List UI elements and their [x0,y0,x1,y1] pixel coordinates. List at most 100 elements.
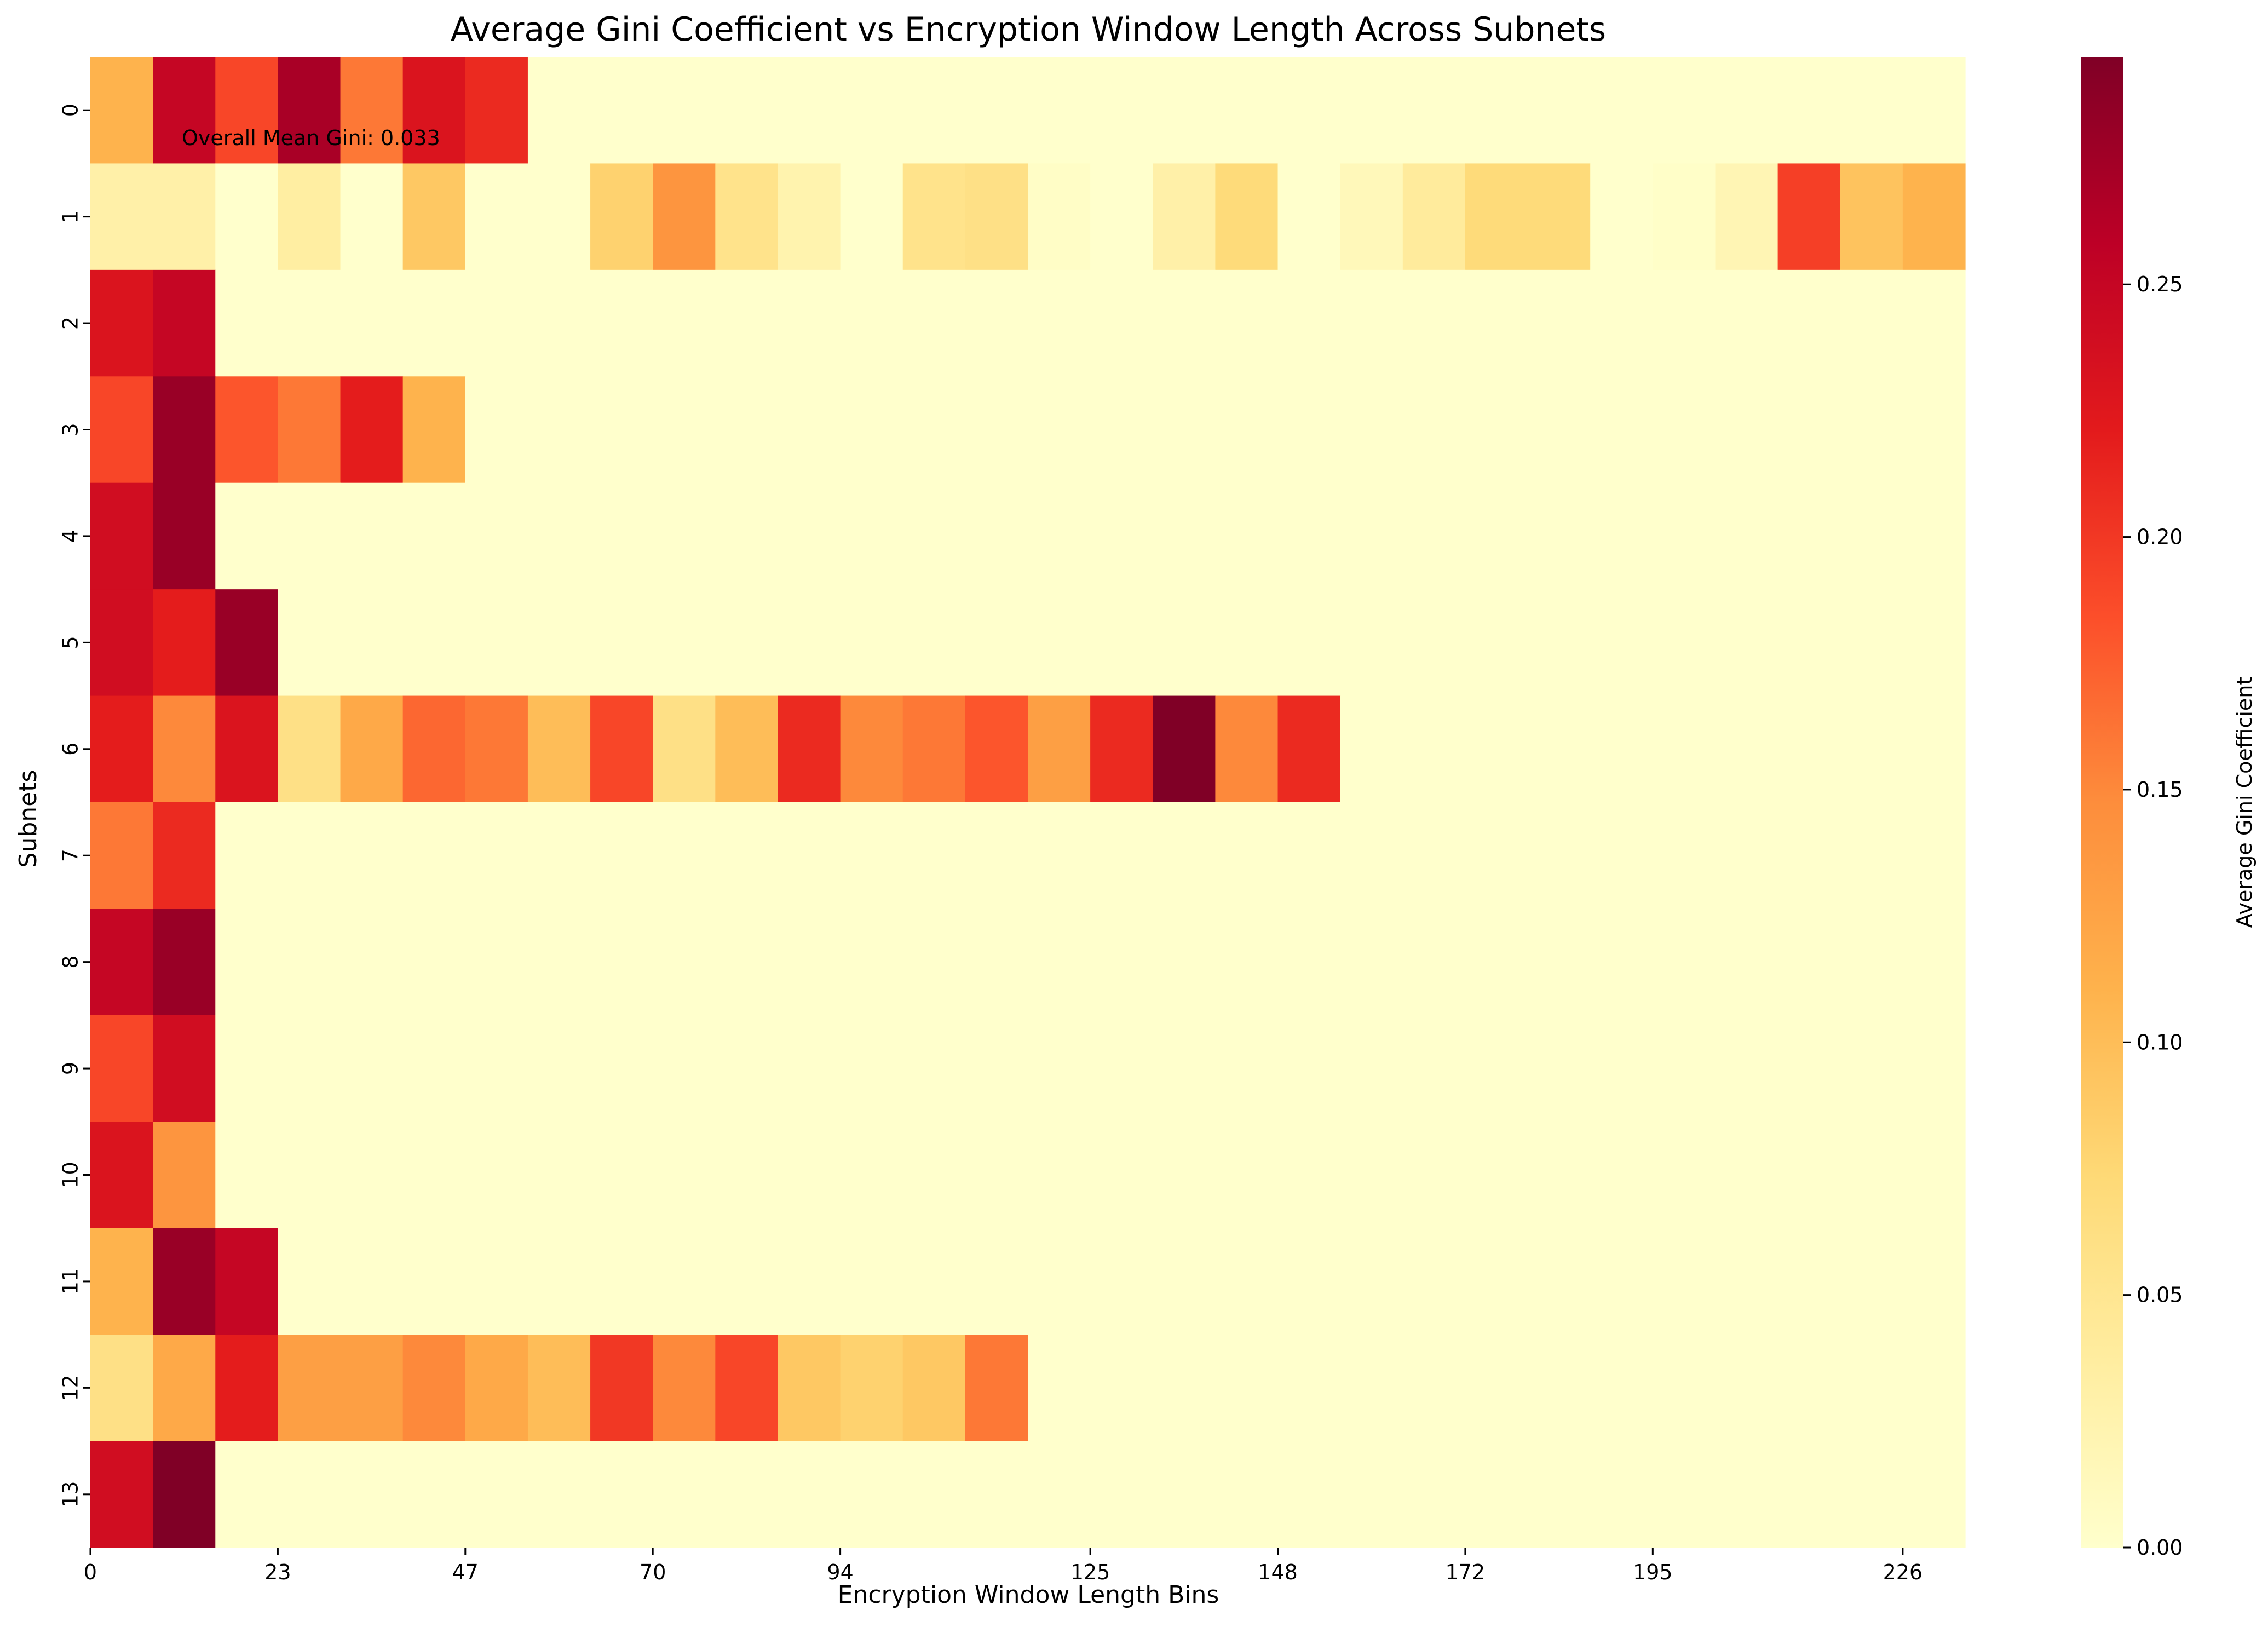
heatmap-cell [840,909,903,1016]
heatmap-cell [1902,1335,1966,1442]
heatmap-cell [1840,695,1903,803]
heatmap-cell [1715,695,1778,803]
x-axis: 0 23 47 70 94 125 148 172 195 226 [84,1548,1922,1584]
heatmap-cell [1653,1122,1716,1229]
heatmap-cell [215,695,278,803]
heatmap-cell [402,1228,466,1335]
x-tick-label: 226 [1883,1560,1923,1584]
x-tick-label: 23 [264,1560,291,1584]
heatmap-cell [90,269,153,377]
heatmap-cell [1715,482,1778,590]
heatmap-cell [902,1015,966,1122]
mean-annotation: Overall Mean Gini: 0.033 [182,126,440,150]
heatmap-cell [1840,376,1903,484]
heatmap-cell [1277,1335,1341,1442]
heatmap-cell [1840,1122,1903,1229]
heatmap-cell [840,695,903,803]
heatmap-cell [278,482,341,590]
heatmap-cell [840,163,903,271]
heatmap-cell [1653,269,1716,377]
heatmap-cell [965,909,1028,1016]
heatmap-cell [1090,376,1153,484]
heatmap-cell [465,57,528,164]
heatmap-cell [153,1441,216,1548]
heatmap-cell [278,1228,341,1335]
heatmap-cell [1528,1015,1591,1122]
heatmap-cell [1153,909,1216,1016]
heatmap-cell [1902,1015,1966,1122]
heatmap-cell [402,1441,466,1548]
heatmap-cell [1090,1122,1153,1229]
heatmap-cell [1715,1441,1778,1548]
heatmap-cell [1215,269,1279,377]
heatmap-cell [1715,1335,1778,1442]
heatmap-cell [965,482,1028,590]
heatmap-cell [902,376,966,484]
heatmap-cell [90,163,153,271]
heatmap-cell [1153,1335,1216,1442]
heatmap-cell [590,163,653,271]
heatmap-cell [1653,589,1716,697]
y-tick-label: 5 [59,636,83,649]
heatmap-cell [90,802,153,910]
heatmap-cell [1402,909,1466,1016]
heatmap-cell [1215,1441,1279,1548]
heatmap-cell [778,57,841,164]
colorbar-tick-label: 0.20 [2137,525,2183,549]
heatmap-cell [965,695,1028,803]
heatmap-cell [1777,163,1841,271]
heatmap-cell [778,909,841,1016]
heatmap-cell [278,57,341,164]
heatmap-cell [1028,802,1091,910]
heatmap-cell [465,909,528,1016]
heatmap-cell [1590,909,1653,1016]
heatmap-cell [1715,802,1778,910]
heatmap-cell [1340,589,1403,697]
heatmap-cell [1840,57,1903,164]
heatmap-cell [840,589,903,697]
heatmap-cell [1340,1441,1403,1548]
heatmap-cell [902,802,966,910]
heatmap-cell [1902,376,1966,484]
heatmap-cell [1028,57,1091,164]
heatmap-cell [278,1441,341,1548]
heatmap-cell [90,376,153,484]
heatmap-cell [402,909,466,1016]
heatmap-cell [215,269,278,377]
heatmap-cell [1715,1122,1778,1229]
heatmap-cell [1465,57,1528,164]
heatmap-cell [1277,1228,1341,1335]
heatmap-cell [1777,589,1841,697]
heatmap-cell [1902,482,1966,590]
heatmap-cell [90,1015,153,1122]
heatmap-cell [1402,1335,1466,1442]
heatmap-cell [1277,802,1341,910]
heatmap-cell [1465,1335,1528,1442]
heatmap-cell [1715,1228,1778,1335]
colorbar-tick-label: 0.10 [2137,1030,2183,1054]
heatmap-cell [465,1015,528,1122]
colorbar-tick-label: 0.00 [2137,1536,2183,1560]
heatmap-cell [153,1015,216,1122]
colorbar-label: Average Gini Coefficient [2232,677,2257,928]
heatmap-cell [902,1122,966,1229]
heatmap-cell [1590,1441,1653,1548]
heatmap-cell [1590,57,1653,164]
heatmap-cell [278,269,341,377]
heatmap-cell [902,57,966,164]
heatmap-cell [340,482,404,590]
heatmap-cell [465,1441,528,1548]
heatmap-cell [1528,269,1591,377]
heatmap-cell [153,1335,216,1442]
heatmap-cell [1902,163,1966,271]
heatmap-cell [153,1228,216,1335]
heatmap-cell [1528,482,1591,590]
heatmap-cell [1028,909,1091,1016]
heatmap-cell [1590,802,1653,910]
heatmap-cell [1715,909,1778,1016]
heatmap-cell [715,909,779,1016]
heatmap-cell [1153,802,1216,910]
colorbar-ticks: 0.00 0.05 0.10 0.15 0.20 0.25 [2123,272,2183,1560]
heatmap-cell [1215,1015,1279,1122]
heatmap-cell [840,1441,903,1548]
